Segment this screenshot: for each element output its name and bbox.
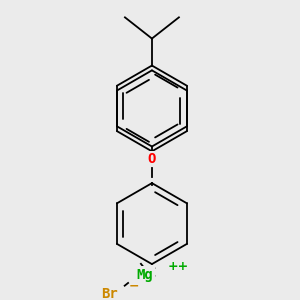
Text: ++: ++ [167, 260, 189, 274]
Text: C: C [148, 266, 156, 280]
Text: −: − [129, 280, 139, 293]
Text: Br: Br [101, 287, 118, 300]
Text: Mg: Mg [137, 268, 154, 282]
Text: O: O [148, 152, 156, 166]
